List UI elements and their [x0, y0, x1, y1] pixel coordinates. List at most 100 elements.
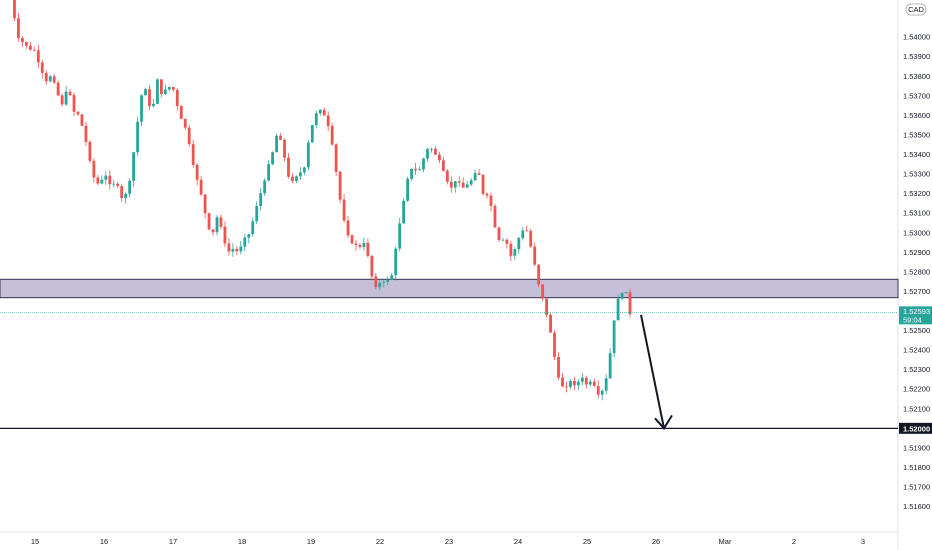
candle-body: [295, 176, 298, 181]
candle: [457, 176, 461, 188]
time-tick-label: 3: [861, 537, 865, 546]
candle: [231, 243, 235, 257]
target-level-label: 1.52000: [903, 424, 930, 433]
candle-body: [398, 223, 402, 249]
candle: [17, 13, 20, 42]
candle-body: [215, 217, 219, 233]
candle: [505, 237, 509, 249]
candle: [469, 178, 473, 187]
price-tick-label: 1.53300: [903, 170, 930, 179]
candle-body: [378, 282, 382, 288]
candle: [382, 279, 386, 288]
candle-body: [608, 353, 612, 379]
candle-body: [358, 244, 362, 247]
candle: [255, 201, 259, 225]
candle: [191, 139, 195, 168]
candle-body: [132, 152, 136, 181]
candle-body: [92, 160, 96, 178]
candle-body: [56, 82, 60, 96]
time-tick-label: 25: [583, 537, 591, 546]
countdown-label: 59:04: [903, 315, 922, 324]
candle-body: [144, 89, 147, 96]
price-tick-label: 1.53000: [903, 228, 930, 237]
candle: [569, 379, 572, 390]
candle: [426, 147, 429, 162]
candle: [52, 73, 56, 84]
price-axis[interactable]: 1.54000 1.53900 1.53800 1.53700 1.53600 1.535…: [899, 3, 932, 511]
candle: [21, 36, 24, 47]
candle-body: [576, 381, 580, 386]
candle: [36, 44, 40, 69]
candle: [44, 70, 48, 85]
candle: [203, 194, 207, 219]
candle: [211, 229, 215, 236]
projection-arrow-shaft: [640, 314, 665, 429]
candle-body: [545, 298, 549, 315]
candle: [326, 111, 330, 132]
candle-body: [171, 86, 175, 90]
candle: [72, 92, 76, 117]
time-axis[interactable]: 15 16 17 18 19 22 23 24 25 26 Mar 2 3: [31, 537, 865, 546]
candle-body: [279, 135, 282, 140]
candle: [152, 98, 155, 108]
candle-body: [430, 148, 433, 150]
currency-badge-frame: [905, 3, 927, 16]
price-tick-label: 1.53500: [903, 130, 930, 139]
candle-body: [291, 176, 294, 181]
candle: [449, 176, 453, 193]
candle: [354, 239, 358, 251]
price-tick-label: 1.52200: [903, 385, 930, 394]
candle-body: [28, 45, 32, 50]
candle-body: [342, 199, 346, 221]
time-tick-label: 17: [169, 537, 177, 546]
candle-body: [84, 125, 88, 142]
candle-body: [418, 169, 421, 171]
candle: [56, 80, 60, 97]
candle: [124, 192, 128, 204]
candle: [545, 298, 549, 318]
price-tick-label: 1.52500: [903, 326, 930, 335]
candle: [275, 133, 278, 153]
candle-body: [179, 106, 183, 119]
candle-body: [160, 79, 163, 95]
candle-body: [461, 182, 465, 188]
time-tick-label: 16: [100, 537, 108, 546]
candle: [259, 187, 263, 211]
price-tick-label: 1.51700: [903, 483, 930, 492]
candle: [521, 226, 525, 241]
candle-body: [517, 238, 521, 250]
candle-body: [310, 125, 314, 143]
candle: [140, 94, 143, 127]
candle-body: [406, 178, 410, 201]
candle: [517, 236, 521, 254]
candle-body: [17, 18, 20, 38]
candle: [295, 175, 298, 183]
candle-body: [469, 180, 473, 185]
candle: [183, 118, 187, 131]
candle: [195, 162, 199, 186]
candle: [116, 181, 120, 189]
candle-body: [386, 279, 390, 282]
candle-body: [64, 91, 68, 105]
candle-body: [314, 113, 318, 126]
candle-body: [32, 49, 36, 51]
candle-body: [596, 385, 600, 395]
candle-body: [592, 381, 596, 386]
resistance-zone: [0, 278, 899, 299]
candle: [13, 0, 16, 22]
candle-body: [624, 292, 628, 294]
candle-body: [628, 292, 632, 315]
candle: [156, 78, 159, 105]
candle-body: [211, 229, 215, 233]
candle: [28, 41, 32, 51]
price-tick-label: 1.52400: [903, 346, 930, 355]
candle-body: [40, 62, 44, 73]
candle: [251, 217, 255, 237]
candle-body: [21, 37, 24, 43]
candle-body: [457, 181, 461, 183]
candle-body: [68, 91, 72, 96]
candle-body: [219, 217, 223, 227]
candle-body: [620, 293, 624, 299]
candle-body: [481, 174, 485, 194]
